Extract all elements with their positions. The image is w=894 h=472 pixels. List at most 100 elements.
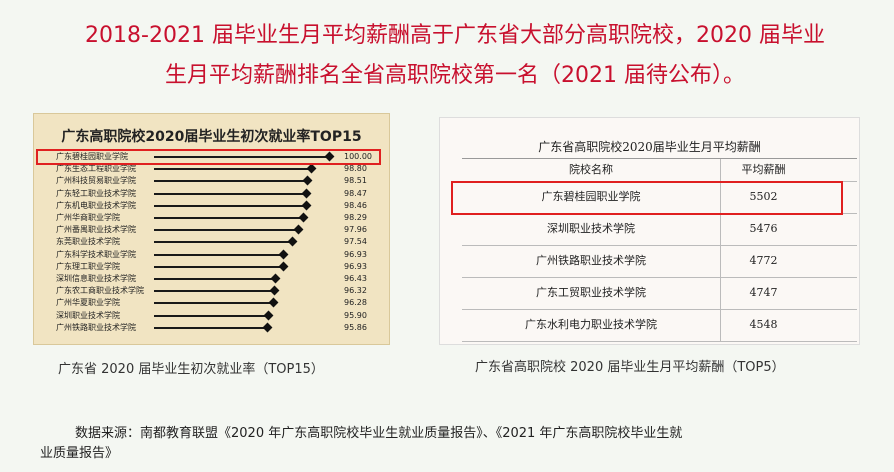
rank-value: 96.93 <box>344 249 367 259</box>
rank-school-name: 广东轻工职业技术学院 <box>56 188 136 198</box>
rank-marker <box>298 212 309 223</box>
school-name-cell: 广东碧桂园职业学院 <box>541 190 641 203</box>
source-line1: 数据来源：南都教育联盟《2020 年广东高职院校毕业生就业质量报告》、《2021… <box>75 426 683 441</box>
rank-school-name: 广州华商职业学院 <box>56 213 120 222</box>
salary-cell: 5476 <box>720 213 806 245</box>
rank-value: 96.43 <box>344 274 367 283</box>
header-school: 院校名称 <box>569 163 613 176</box>
rank-marker <box>269 285 280 296</box>
rank-row: 广州铁路职业技术学院 95.86 <box>34 322 389 333</box>
rank-row: 广东农工商职业技术学院 96.32 <box>34 285 389 296</box>
salary-cell: 4772 <box>720 245 806 277</box>
rank-school-name: 深圳信息职业技术学院 <box>56 274 136 283</box>
table-header-row: 院校名称 平均薪酬 <box>462 159 857 182</box>
employment-rate-image: 广东高职院校2020届毕业生初次就业率TOP15 广东碧桂园职业学院 100.00… <box>33 113 390 345</box>
rank-marker <box>287 236 298 247</box>
rank-bar <box>154 217 304 219</box>
rank-school-name: 广州番禺职业技术学院 <box>56 225 136 235</box>
rank-row: 广州科技贸易职业学院 98.51 <box>34 175 389 186</box>
top-salary-highlight <box>451 181 843 215</box>
rank-value: 97.54 <box>344 237 367 247</box>
rank-value: 96.28 <box>344 298 367 308</box>
rank-row: 广州华商职业学院 98.29 <box>34 212 389 223</box>
salary-cell: 4747 <box>720 277 806 309</box>
rank-school-name: 东莞职业技术学院 <box>56 237 120 247</box>
rank-value: 96.93 <box>344 261 367 271</box>
rank-row: 广东机电职业技术学院 98.46 <box>34 200 389 211</box>
school-name-cell: 广州铁路职业技术学院 <box>536 254 646 267</box>
rank-value: 98.80 <box>344 164 367 174</box>
salary-cell: 5502 <box>720 181 806 213</box>
rank-school-name: 广州华夏职业学院 <box>56 298 120 308</box>
rank-marker <box>278 261 289 272</box>
rank-school-name: 广州铁路职业技术学院 <box>56 322 136 332</box>
salary-table-title: 广东省高职院校2020届毕业生月平均薪酬 <box>538 140 761 154</box>
salary-table-image: 广东省高职院校2020届毕业生月平均薪酬 院校名称 平均薪酬 广东碧桂园职业学院… <box>439 117 860 345</box>
rank-row: 广州番禺职业技术学院 97.96 <box>34 224 389 235</box>
rank-school-name: 广东理工职业学院 <box>56 261 120 271</box>
rank-bar <box>154 156 329 158</box>
table-row: 深圳职业技术学院 5476 <box>462 213 857 246</box>
rank-school-name: 广东农工商职业技术学院 <box>56 286 144 296</box>
rank-marker <box>306 163 317 174</box>
top-school-highlight <box>36 149 381 165</box>
rank-bar <box>154 204 306 207</box>
rank-school-name: 广东碧桂园职业学院 <box>56 152 128 161</box>
rank-bar <box>154 192 307 195</box>
headline-line2: 生月平均薪酬排名全省高职院校第一名（2021 届待公布）。 <box>165 63 745 88</box>
rank-row: 广东科学技术职业学院 96.93 <box>34 249 389 260</box>
rank-bar <box>154 302 274 305</box>
rank-row: 广州华夏职业学院 96.28 <box>34 297 389 308</box>
rank-row: 广东生态工程职业学院 98.80 <box>34 163 389 174</box>
rank-row: 广东碧桂园职业学院 100.00 <box>34 151 389 162</box>
salary-caption: 广东省高职院校 2020 届毕业生月平均薪酬（TOP5） <box>475 360 785 375</box>
rank-row: 广东理工职业学院 96.93 <box>34 261 389 272</box>
rank-marker <box>262 322 273 333</box>
table-row: 广东水利电力职业技术学院 4548 <box>462 309 857 342</box>
rank-school-name: 深圳职业技术学院 <box>56 310 120 320</box>
rank-school-name: 广州科技贸易职业学院 <box>56 176 136 186</box>
salary-table: 院校名称 平均薪酬 广东碧桂园职业学院 5502 深圳职业技术学院 5476 广州铁路职… <box>462 158 857 344</box>
table-row: 广东工贸职业技术学院 4747 <box>462 277 857 310</box>
rank-value: 96.32 <box>344 286 367 296</box>
data-source: 数据来源：南都教育联盟《2020 年广东高职院校毕业生就业质量报告》、《2021… <box>40 424 870 464</box>
rank-bar <box>154 278 276 280</box>
rank-bar <box>154 253 283 256</box>
rank-row: 深圳职业技术学院 95.90 <box>34 310 389 321</box>
rank-value: 98.51 <box>344 176 367 186</box>
rank-value: 95.90 <box>344 310 367 320</box>
rank-value: 95.86 <box>344 322 367 332</box>
rank-marker <box>301 200 312 211</box>
school-name-cell: 广东工贸职业技术学院 <box>536 286 646 299</box>
headline: 2018-2021 届毕业生月平均薪酬高于广东省大部分高职院校，2020 届毕业… <box>40 16 870 96</box>
rank-bar <box>154 326 267 329</box>
employment-rate-caption: 广东省 2020 届毕业生初次就业率（TOP15） <box>58 362 324 377</box>
source-line2: 业质量报告》 <box>40 446 119 461</box>
rank-value: 97.96 <box>344 225 367 235</box>
employment-rate-title: 广东高职院校2020届毕业生初次就业率TOP15 <box>61 129 362 145</box>
rank-bar <box>154 180 307 183</box>
rank-marker <box>270 273 281 284</box>
rank-bar <box>154 168 311 171</box>
table-row: 广州铁路职业技术学院 4772 <box>462 245 857 278</box>
rank-value: 98.46 <box>344 200 367 210</box>
rank-bar <box>154 290 274 293</box>
header-salary: 平均薪酬 <box>720 159 806 181</box>
rank-marker <box>293 224 304 235</box>
rank-marker <box>301 188 312 199</box>
rank-value: 98.29 <box>344 213 367 222</box>
rank-bar <box>154 265 283 268</box>
rank-bar <box>154 229 299 232</box>
rank-bar <box>154 314 268 317</box>
school-name-cell: 深圳职业技术学院 <box>547 222 635 235</box>
rank-marker <box>268 297 279 308</box>
rank-marker <box>302 175 313 186</box>
rank-school-name: 广东科学技术职业学院 <box>56 249 136 259</box>
rank-bar <box>154 241 293 244</box>
rank-school-name: 广东生态工程职业学院 <box>56 164 136 174</box>
rank-row: 广东轻工职业技术学院 98.47 <box>34 188 389 199</box>
rank-value: 100.00 <box>344 152 372 161</box>
rank-marker <box>278 249 289 260</box>
rank-value: 98.47 <box>344 188 367 198</box>
rank-row: 深圳信息职业技术学院 96.43 <box>34 273 389 284</box>
